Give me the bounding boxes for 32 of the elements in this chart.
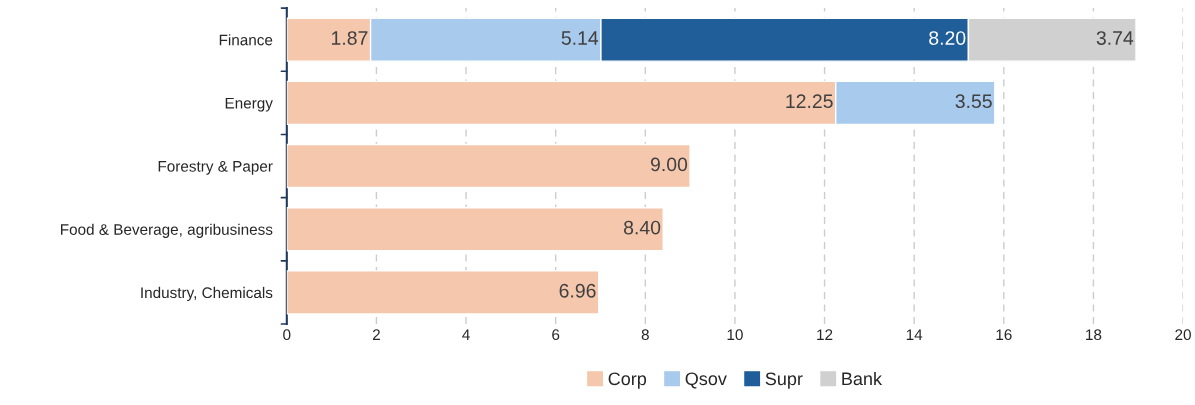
data-label: 8.40 [623, 220, 661, 235]
data-label: 12.25 [786, 94, 833, 109]
legend-label: Supr [765, 372, 803, 389]
data-label: 1.87 [332, 31, 368, 45]
bar [286, 270, 600, 315]
legend-label: Bank [842, 371, 883, 386]
x-tick-label: 18 [1086, 329, 1102, 341]
x-tick-label: 6 [552, 329, 560, 341]
data-label: 8.20 [929, 31, 966, 45]
y-tick-label: Forestry & Paper [158, 161, 273, 175]
x-tick-label: 16 [996, 329, 1012, 341]
data-label: 3.74 [1096, 31, 1134, 45]
data-label: 6.96 [559, 283, 596, 298]
y-tick-label: Food & Beverage, agribusiness [61, 223, 273, 238]
x-tick-label: 14 [906, 329, 923, 340]
y-tick-label: Finance [219, 34, 273, 46]
x-tick-label: 0 [283, 329, 291, 341]
legend-label: Qsov [685, 372, 727, 389]
x-tick-label: 2 [372, 329, 380, 340]
data-label: 3.55 [955, 94, 992, 109]
x-tick-label: 8 [641, 329, 649, 341]
x-tick-label: 10 [727, 329, 743, 341]
y-tick-label: Energy [225, 97, 273, 112]
legend-label: Corp [608, 372, 647, 389]
x-tick-label: 20 [1175, 329, 1191, 341]
y-tick-label: Industry, Chemicals [141, 286, 273, 302]
x-tick-label: 4 [462, 329, 470, 340]
data-label: 5.14 [561, 31, 599, 45]
bar [286, 143, 691, 189]
data-label: 9.00 [650, 157, 688, 172]
x-tick-label: 12 [817, 329, 833, 340]
bar [286, 207, 664, 252]
